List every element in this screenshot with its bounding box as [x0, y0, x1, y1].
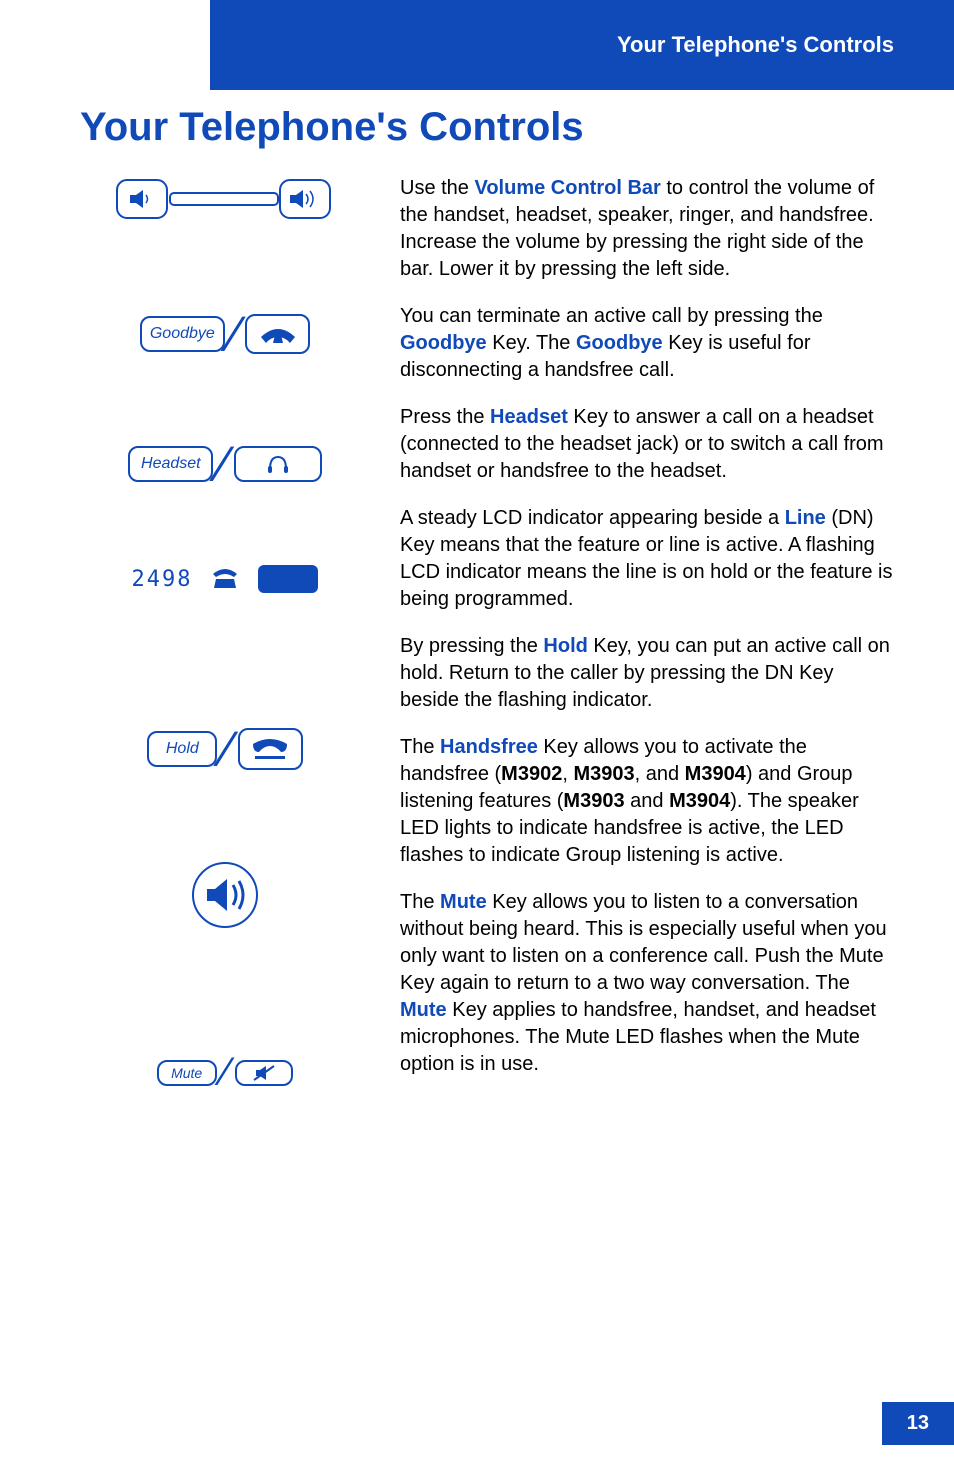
mute-label-button: Mute — [157, 1060, 217, 1086]
phone-icon — [210, 566, 240, 592]
mute-icon — [252, 1064, 276, 1082]
handset-rest-icon — [249, 736, 291, 762]
header-bar: Your Telephone's Controls — [210, 0, 954, 90]
headset-icon-button — [234, 446, 322, 482]
volume-description: Use the Volume Control Bar to control th… — [400, 175, 894, 283]
header-title: Your Telephone's Controls — [617, 32, 894, 58]
headset-label-button: Headset — [128, 446, 213, 482]
hold-icon-button — [238, 728, 303, 770]
hold-description: By pressing the Hold Key, you can put an… — [400, 633, 894, 714]
goodbye-term: Goodbye — [400, 332, 487, 354]
mute-icon-button — [235, 1060, 293, 1086]
volume-control-illustration — [80, 175, 370, 290]
line-description: A steady LCD indicator appearing beside … — [400, 505, 894, 613]
hold-term: Hold — [543, 635, 587, 657]
line-key-illustration: 2498 — [80, 565, 370, 705]
page-number: 13 — [882, 1402, 954, 1445]
line-term: Line — [785, 507, 826, 529]
speaker-icon — [185, 855, 265, 935]
goodbye-description: You can terminate an active call by pres… — [400, 303, 894, 384]
headset-illustration: Headset ∕ — [80, 435, 370, 550]
mute-description: The Mute Key allows you to listen to a c… — [400, 889, 894, 1078]
goodbye-illustration: Goodbye ∕ — [80, 305, 370, 420]
content-area: Goodbye ∕ Headset ∕ — [80, 175, 894, 1260]
divider-slash: ∕ — [223, 720, 231, 778]
mute-term: Mute — [400, 999, 447, 1021]
page-title: Your Telephone's Controls — [80, 105, 584, 150]
divider-slash: ∕ — [223, 1050, 230, 1095]
mute-term: Mute — [440, 891, 487, 913]
handsfree-term: Handsfree — [440, 736, 538, 758]
hangup-icon — [258, 321, 298, 347]
mute-illustration: Mute ∕ — [80, 1050, 370, 1260]
divider-slash: ∕ — [219, 435, 227, 493]
volume-control-term: Volume Control Bar — [474, 177, 660, 199]
handsfree-illustration — [80, 855, 370, 1035]
descriptions-column: Use the Volume Control Bar to control th… — [400, 175, 894, 1260]
goodbye-label-button: Goodbye — [140, 316, 225, 352]
line-indicator — [258, 565, 318, 593]
goodbye-icon-button — [245, 314, 310, 354]
illustrations-column: Goodbye ∕ Headset ∕ — [80, 175, 370, 1260]
headset-icon — [265, 453, 291, 475]
hold-label-button: Hold — [147, 731, 217, 767]
goodbye-term: Goodbye — [576, 332, 663, 354]
hold-illustration: Hold ∕ — [80, 720, 370, 840]
divider-slash: ∕ — [231, 305, 239, 363]
headset-description: Press the Headset Key to answer a call o… — [400, 404, 894, 485]
handsfree-description: The Handsfree Key allows you to activate… — [400, 734, 894, 869]
headset-term: Headset — [490, 406, 568, 428]
volume-bar-icon — [115, 175, 335, 225]
line-number: 2498 — [132, 567, 193, 592]
